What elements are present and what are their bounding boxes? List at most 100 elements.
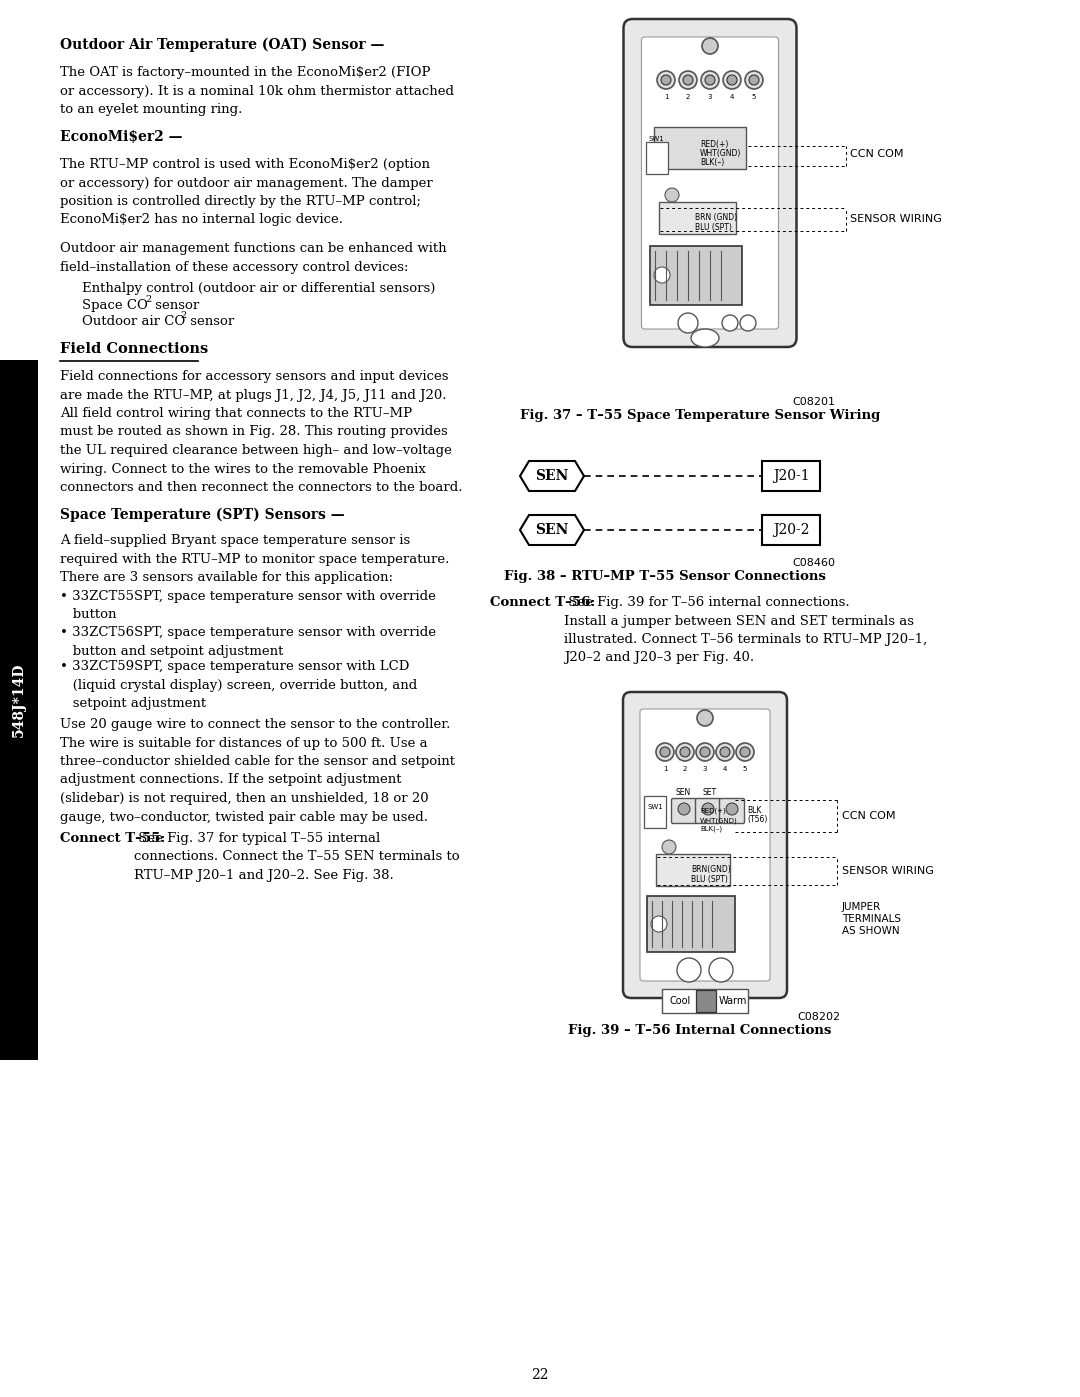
Circle shape <box>735 743 754 761</box>
Text: sensor: sensor <box>186 314 234 328</box>
Text: SENSOR WIRING: SENSOR WIRING <box>842 866 934 876</box>
Text: SEN: SEN <box>675 788 690 798</box>
Text: 1: 1 <box>664 94 669 101</box>
Circle shape <box>657 71 675 89</box>
Circle shape <box>696 743 714 761</box>
Circle shape <box>700 747 710 757</box>
Text: Warm: Warm <box>719 996 747 1006</box>
Text: WHT(GND): WHT(GND) <box>700 149 741 158</box>
FancyBboxPatch shape <box>644 796 666 828</box>
Text: RED(+): RED(+) <box>700 140 728 149</box>
Text: BRN (GND): BRN (GND) <box>696 212 738 222</box>
FancyBboxPatch shape <box>646 142 667 175</box>
Circle shape <box>750 75 759 85</box>
Text: 2: 2 <box>683 766 687 773</box>
Text: CCN COM: CCN COM <box>842 812 895 821</box>
Text: 4: 4 <box>730 94 734 101</box>
FancyBboxPatch shape <box>762 461 820 490</box>
Circle shape <box>678 803 690 814</box>
Text: A field–supplied Bryant space temperature sensor is
required with the RTU–MP to : A field–supplied Bryant space temperatur… <box>60 534 449 584</box>
Text: 3: 3 <box>707 94 712 101</box>
Text: 5: 5 <box>752 94 756 101</box>
Text: Fig. 39 – T–56 Internal Connections: Fig. 39 – T–56 Internal Connections <box>568 1024 832 1037</box>
Text: Cool: Cool <box>669 996 690 1006</box>
Text: BLK(–): BLK(–) <box>700 826 723 833</box>
Circle shape <box>665 189 679 203</box>
FancyBboxPatch shape <box>659 203 735 235</box>
FancyBboxPatch shape <box>647 895 735 951</box>
FancyBboxPatch shape <box>654 127 746 169</box>
Text: • 33ZCT55SPT, space temperature sensor with override
   button: • 33ZCT55SPT, space temperature sensor w… <box>60 590 436 622</box>
Text: 2: 2 <box>686 94 690 101</box>
Text: The RTU–MP control is used with EconoMi$er2 (option
or accessory) for outdoor ai: The RTU–MP control is used with EconoMi$… <box>60 158 433 226</box>
Text: 2: 2 <box>180 312 186 320</box>
Circle shape <box>679 71 697 89</box>
Text: Outdoor air CO: Outdoor air CO <box>82 314 186 328</box>
Ellipse shape <box>691 330 719 346</box>
Text: Fig. 38 – RTU–MP T–55 Sensor Connections: Fig. 38 – RTU–MP T–55 Sensor Connections <box>504 570 826 583</box>
Text: BRN(GND): BRN(GND) <box>691 865 731 875</box>
Text: 4: 4 <box>723 766 727 773</box>
Text: C08201: C08201 <box>792 397 835 407</box>
Circle shape <box>740 747 750 757</box>
Circle shape <box>723 314 738 331</box>
Text: (T56): (T56) <box>747 814 768 824</box>
Circle shape <box>678 313 698 332</box>
Polygon shape <box>519 461 584 490</box>
Text: Outdoor air management functions can be enhanced with
field–installation of thes: Outdoor air management functions can be … <box>60 242 447 274</box>
Circle shape <box>677 958 701 982</box>
Text: 22: 22 <box>531 1368 549 1382</box>
Text: J20-2: J20-2 <box>773 522 809 536</box>
Text: sensor: sensor <box>151 299 199 312</box>
Text: WHT(GND): WHT(GND) <box>700 817 738 823</box>
Circle shape <box>720 747 730 757</box>
Circle shape <box>676 743 694 761</box>
Circle shape <box>654 267 670 284</box>
Text: • 33ZCT56SPT, space temperature sensor with override
   button and setpoint adju: • 33ZCT56SPT, space temperature sensor w… <box>60 626 436 658</box>
Text: Connect T–55:: Connect T–55: <box>60 833 165 845</box>
Polygon shape <box>519 515 584 545</box>
Text: Outdoor Air Temperature (OAT) Sensor —: Outdoor Air Temperature (OAT) Sensor — <box>60 38 384 53</box>
Text: Connect T–56:: Connect T–56: <box>490 597 595 609</box>
FancyBboxPatch shape <box>672 799 697 823</box>
Circle shape <box>680 747 690 757</box>
FancyBboxPatch shape <box>762 515 820 545</box>
Circle shape <box>705 75 715 85</box>
Circle shape <box>745 71 762 89</box>
FancyBboxPatch shape <box>662 989 748 1013</box>
Text: See Fig. 39 for T–56 internal connections.
Install a jumper between SEN and SET : See Fig. 39 for T–56 internal connection… <box>564 597 928 665</box>
Text: Space CO: Space CO <box>82 299 148 312</box>
Text: J20-1: J20-1 <box>772 469 809 483</box>
Text: RED(+): RED(+) <box>700 807 726 814</box>
Text: Enthalpy control (outdoor air or differential sensors): Enthalpy control (outdoor air or differe… <box>82 282 435 295</box>
Text: EconoMi$er2 —: EconoMi$er2 — <box>60 130 183 144</box>
Circle shape <box>651 916 667 932</box>
FancyBboxPatch shape <box>623 692 787 997</box>
Text: 2: 2 <box>145 295 151 305</box>
Text: SEN: SEN <box>536 469 569 483</box>
Text: See Fig. 37 for typical T–55 internal
connections. Connect the T–55 SEN terminal: See Fig. 37 for typical T–55 internal co… <box>134 833 460 882</box>
Circle shape <box>708 958 733 982</box>
Circle shape <box>701 71 719 89</box>
FancyBboxPatch shape <box>696 799 720 823</box>
FancyBboxPatch shape <box>642 36 779 330</box>
Text: 1: 1 <box>663 766 667 773</box>
Text: C08460: C08460 <box>792 557 835 569</box>
Circle shape <box>723 71 741 89</box>
Circle shape <box>740 314 756 331</box>
Text: BLK(–): BLK(–) <box>700 158 725 168</box>
Circle shape <box>716 743 734 761</box>
Circle shape <box>662 840 676 854</box>
Text: Field connections for accessory sensors and input devices
are made the RTU–MP, a: Field connections for accessory sensors … <box>60 370 462 495</box>
FancyBboxPatch shape <box>650 246 742 305</box>
Circle shape <box>661 75 671 85</box>
Bar <box>0 360 38 1060</box>
Text: BLU (SPT): BLU (SPT) <box>696 224 732 232</box>
Circle shape <box>683 75 693 85</box>
Text: CCN COM: CCN COM <box>851 149 904 159</box>
Circle shape <box>727 75 737 85</box>
Circle shape <box>726 803 738 814</box>
Text: SW1: SW1 <box>647 805 663 810</box>
Text: SW1: SW1 <box>649 136 664 142</box>
Circle shape <box>656 743 674 761</box>
